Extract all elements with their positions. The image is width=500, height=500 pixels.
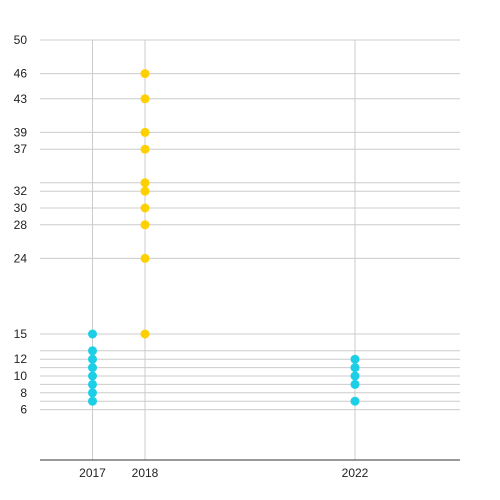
y-tick-label: 6	[20, 403, 27, 417]
y-tick-label: 8	[20, 386, 27, 400]
x-tick-label: 2022	[342, 466, 369, 480]
data-point	[140, 94, 150, 104]
data-point	[88, 396, 97, 406]
data-point	[140, 178, 150, 188]
data-point	[88, 379, 97, 389]
data-point	[88, 371, 97, 381]
y-tick-label: 24	[14, 251, 28, 265]
x-gridlines	[92, 40, 356, 460]
y-axis-ticks: 6 8 10 12 15 24 28 30 32 37 39 43 46 50	[14, 33, 28, 417]
data-point	[350, 371, 360, 381]
y-tick-label: 28	[14, 218, 28, 232]
y-tick-label: 43	[14, 92, 28, 106]
y-tick-label: 50	[14, 33, 28, 47]
y-tick-label: 32	[14, 184, 28, 198]
y-tick-label: 10	[14, 369, 28, 383]
data-point	[140, 203, 150, 213]
data-point	[140, 69, 150, 79]
data-point	[350, 363, 360, 373]
data-point	[350, 379, 360, 389]
data-point	[140, 127, 150, 137]
data-points	[88, 69, 360, 406]
y-tick-label: 12	[14, 352, 28, 366]
y-tick-label: 30	[14, 201, 28, 215]
data-point	[350, 396, 360, 406]
y-gridlines	[40, 39, 460, 411]
x-tick-label: 2017	[79, 466, 106, 480]
y-tick-label: 39	[14, 125, 28, 139]
data-point	[88, 346, 97, 356]
data-point	[140, 253, 150, 263]
data-point	[88, 363, 97, 373]
data-point	[140, 220, 150, 230]
data-point	[140, 329, 150, 339]
data-point	[88, 329, 97, 339]
data-point	[350, 354, 360, 364]
data-point	[140, 186, 150, 196]
x-axis-ticks: 2017 2018 2022	[79, 466, 369, 480]
y-tick-label: 46	[14, 67, 28, 81]
data-point	[140, 144, 150, 154]
x-tick-label: 2018	[132, 466, 159, 480]
y-tick-label: 15	[14, 327, 28, 341]
data-point	[88, 388, 97, 398]
y-tick-label: 37	[14, 142, 28, 156]
data-point	[88, 354, 97, 364]
